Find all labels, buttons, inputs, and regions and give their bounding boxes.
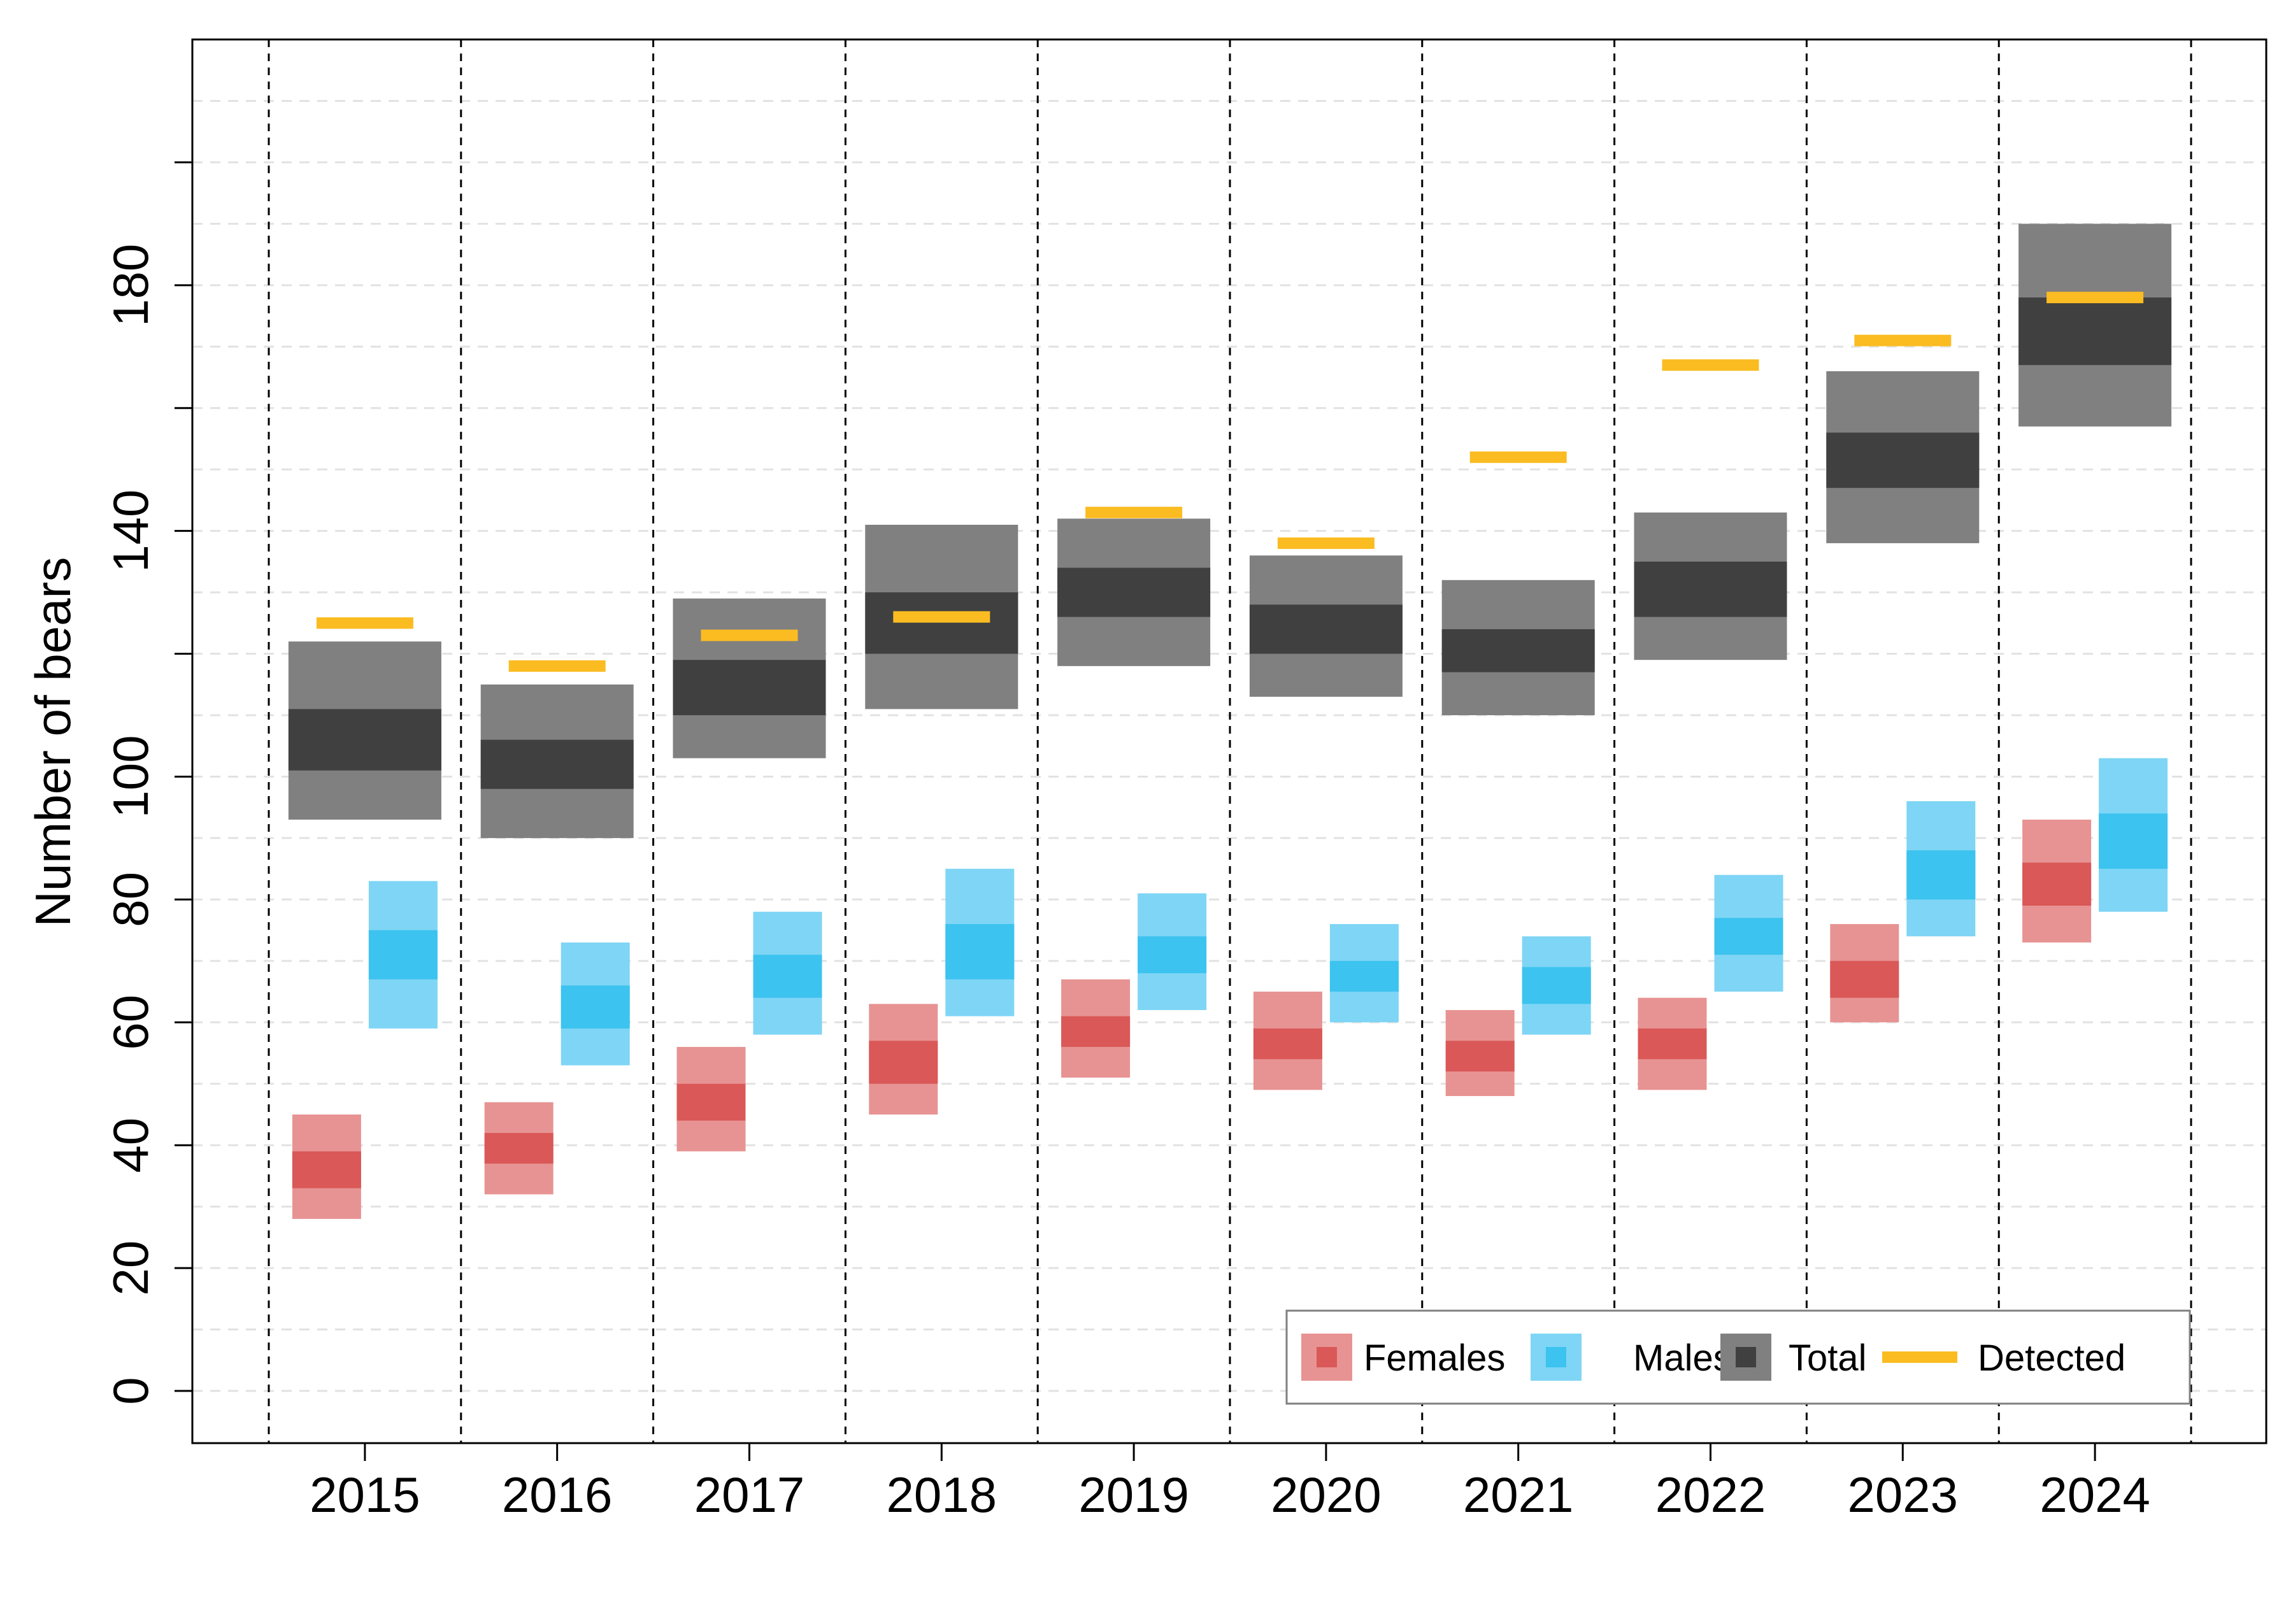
- detected-mark-2023: [1854, 334, 1952, 346]
- legend-label-males: Males: [1633, 1337, 1732, 1379]
- legend-label-total: Total: [1789, 1337, 1867, 1379]
- y-tick-label: 80: [103, 872, 159, 927]
- detected-mark-2019: [1085, 506, 1183, 518]
- males-inner-interval-2017: [753, 955, 822, 998]
- detected-mark-2020: [1277, 537, 1375, 549]
- x-tick-label: 2023: [1848, 1467, 1959, 1523]
- legend-swatch-center-males: [1546, 1347, 1566, 1367]
- legend-label-detected: Detected: [1978, 1337, 2125, 1379]
- legend-label-females: Females: [1364, 1337, 1505, 1379]
- x-tick-label: 2018: [887, 1467, 997, 1523]
- x-tick-label: 2016: [502, 1467, 613, 1523]
- y-axis: 0 20 40 60 80 100 140 180: [103, 161, 192, 1405]
- males-inner-interval-2022: [1714, 918, 1783, 955]
- females-inner-interval-2023: [1830, 960, 1899, 998]
- legend: Females Males Total Detected: [1285, 1309, 2191, 1405]
- total-inner-interval-2024: [2018, 297, 2172, 366]
- y-tick-label: 100: [103, 735, 159, 818]
- plot-frame: [191, 38, 2268, 1444]
- y-tick-label: 180: [103, 244, 159, 327]
- females-inner-interval-2016: [484, 1132, 554, 1164]
- males-inner-interval-2020: [1329, 960, 1399, 992]
- males-inner-interval-2023: [1906, 850, 1976, 900]
- legend-swatch-detected: [1882, 1351, 1957, 1363]
- total-inner-interval-2018: [865, 592, 1018, 654]
- males-inner-interval-2015: [368, 930, 438, 979]
- females-inner-interval-2018: [869, 1041, 938, 1084]
- males-inner-interval-2019: [1138, 936, 1207, 974]
- females-inner-interval-2019: [1061, 1016, 1131, 1047]
- total-inner-interval-2022: [1634, 561, 1787, 617]
- detected-mark-2017: [701, 629, 798, 641]
- total-inner-interval-2020: [1249, 604, 1403, 654]
- females-inner-interval-2021: [1445, 1041, 1515, 1072]
- x-tick-label: 2019: [1078, 1467, 1189, 1523]
- legend-swatch-center-total: [1736, 1347, 1756, 1367]
- females-inner-interval-2020: [1253, 1028, 1322, 1060]
- total-inner-interval-2016: [480, 739, 634, 789]
- females-inner-interval-2017: [676, 1083, 746, 1121]
- y-tick-label: 60: [103, 995, 159, 1050]
- y-axis-title: Number of bears: [25, 557, 81, 927]
- detected-mark-2018: [893, 611, 990, 623]
- y-tick-label: 20: [103, 1241, 159, 1296]
- detected-mark-2021: [1469, 451, 1567, 463]
- detected-mark-2022: [1662, 359, 1759, 371]
- data-marks: [288, 224, 2172, 1219]
- year-separators: [268, 39, 2192, 1443]
- y-tick-label: 0: [103, 1377, 159, 1404]
- males-inner-interval-2024: [2099, 813, 2168, 869]
- x-tick-label: 2015: [310, 1467, 420, 1523]
- females-inner-interval-2024: [2022, 862, 2092, 906]
- x-tick-label: 2022: [1655, 1467, 1766, 1523]
- x-tick-label: 2021: [1463, 1467, 1574, 1523]
- x-tick-label: 2020: [1271, 1467, 1382, 1523]
- females-inner-interval-2022: [1638, 1028, 1707, 1060]
- y-tick-label: 40: [103, 1118, 159, 1173]
- total-inner-interval-2019: [1057, 567, 1211, 617]
- total-inner-interval-2021: [1441, 629, 1595, 673]
- total-inner-interval-2015: [288, 709, 441, 771]
- x-tick-label: 2017: [694, 1467, 805, 1523]
- detected-mark-2016: [508, 660, 606, 672]
- females-inner-interval-2015: [292, 1151, 361, 1188]
- males-inner-interval-2016: [561, 985, 630, 1029]
- x-axis: 2015 2016 2017 2018 2019 2020 2021 2022 2023 2024: [310, 1443, 2150, 1523]
- males-inner-interval-2021: [1522, 967, 1591, 1004]
- detected-mark-2024: [2047, 292, 2144, 304]
- total-inner-interval-2023: [1826, 432, 1980, 488]
- detected-mark-2015: [316, 617, 413, 629]
- total-inner-interval-2017: [673, 660, 826, 716]
- y-tick-label: 140: [103, 490, 159, 573]
- males-inner-interval-2018: [945, 923, 1015, 979]
- legend-swatch-center-females: [1317, 1347, 1337, 1367]
- x-tick-label: 2024: [2039, 1467, 2150, 1523]
